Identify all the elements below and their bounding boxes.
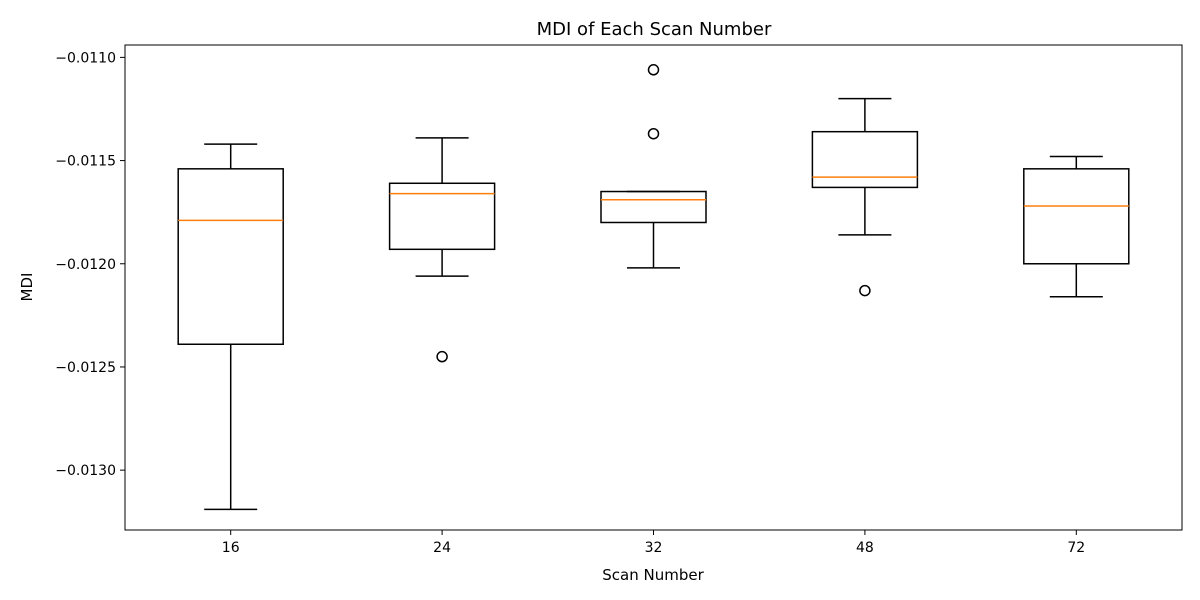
box-group-72 xyxy=(1023,155,1130,298)
box-group-32 xyxy=(600,64,707,269)
chart-title: MDI of Each Scan Number xyxy=(537,19,772,40)
x-tick-label: 48 xyxy=(856,540,874,556)
outlier-point xyxy=(436,350,448,363)
y-axis: −0.0110 −0.0115 −0.0120 −0.0125 −0.0130 xyxy=(55,50,125,479)
box-group-24 xyxy=(388,137,496,363)
y-axis-label: MDI xyxy=(18,273,36,302)
x-tick-label: 72 xyxy=(1067,540,1085,556)
x-axis-label: Scan Number xyxy=(602,566,704,584)
outlier-point xyxy=(647,64,660,76)
box xyxy=(1023,168,1130,265)
x-tick-label: 24 xyxy=(433,540,451,556)
x-tick-label: 16 xyxy=(222,540,240,556)
box xyxy=(388,182,496,251)
y-tick-label: −0.0115 xyxy=(55,154,116,170)
box xyxy=(811,130,919,189)
y-tick-label: −0.0120 xyxy=(55,257,116,273)
outlier-point xyxy=(859,284,871,297)
outlier-point xyxy=(647,127,660,140)
x-axis: 16 24 32 48 72 xyxy=(222,530,1085,556)
box xyxy=(177,168,284,346)
x-tick-label: 32 xyxy=(645,540,663,556)
boxes-layer xyxy=(177,64,1130,511)
box-group-16 xyxy=(177,143,284,511)
y-tick-label: −0.0130 xyxy=(55,463,116,479)
box-group-48 xyxy=(811,97,919,297)
y-tick-label: −0.0125 xyxy=(55,360,116,376)
box xyxy=(600,190,707,224)
y-tick-label: −0.0110 xyxy=(55,50,116,66)
